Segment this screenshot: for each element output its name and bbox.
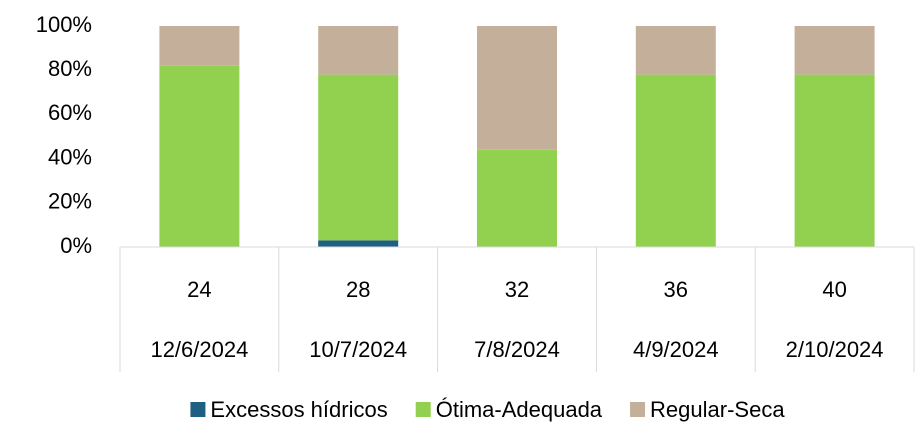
y-tick-label: 20%: [48, 189, 92, 214]
legend-swatch: [630, 402, 646, 417]
legend-swatch: [415, 402, 431, 417]
bar-segment: [159, 65, 240, 247]
bar-segment: [477, 26, 557, 150]
y-tick-label: 0%: [60, 233, 92, 258]
y-tick-label: 60%: [48, 100, 92, 125]
bar-segment: [318, 240, 399, 247]
x-tick-date: 10/7/2024: [309, 337, 407, 362]
bar-segment: [794, 26, 875, 75]
bar-segment: [159, 26, 240, 66]
bar-segment: [635, 26, 716, 75]
x-tick-label: 28: [346, 277, 370, 302]
legend-label: Excessos hídricos: [210, 397, 387, 422]
bar-segment: [318, 74, 399, 241]
x-tick-label: 40: [822, 277, 846, 302]
bar-segment: [477, 149, 557, 247]
x-tick-date: 12/6/2024: [150, 337, 248, 362]
x-tick-label: 32: [505, 277, 529, 302]
y-tick-label: 80%: [48, 56, 92, 81]
bar-segment: [794, 74, 875, 248]
bar-segment: [635, 74, 716, 248]
x-tick-date: 7/8/2024: [474, 337, 560, 362]
legend-label: Ótima-Adequada: [436, 397, 603, 422]
bar-segment: [318, 26, 399, 75]
y-tick-label: 40%: [48, 144, 92, 169]
x-tick-date: 4/9/2024: [633, 337, 719, 362]
y-tick-label: 100%: [36, 12, 92, 37]
legend-label: Regular-Seca: [650, 397, 785, 422]
x-tick-label: 36: [664, 277, 688, 302]
x-tick-date: 2/10/2024: [786, 337, 884, 362]
x-tick-label: 24: [187, 277, 211, 302]
legend-swatch: [190, 402, 206, 417]
